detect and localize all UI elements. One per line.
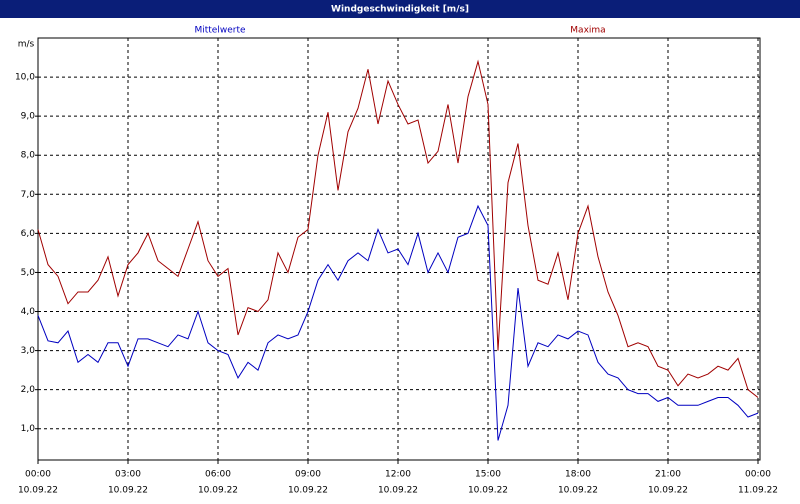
data-line [37, 204, 759, 441]
x-tick-label: 00:00 [25, 470, 51, 480]
title-bar [0, 0, 800, 18]
y-axis-label: m/s [18, 40, 35, 50]
x-tick-label: 00:00 [745, 470, 771, 480]
y-tick-label: 5,0 [21, 268, 36, 278]
y-tick-label: 7,0 [21, 190, 36, 200]
legend-label: Maxima [570, 26, 605, 36]
x-tick-label: 06:00 [205, 470, 231, 480]
y-tick-label: 6,0 [21, 229, 36, 239]
x-tick-date: 10.09.22 [198, 486, 238, 496]
chart-title: Windgeschwindigkeit [m/s] [331, 5, 469, 15]
x-tick-date: 10.09.22 [108, 486, 148, 496]
x-tick-date: 10.09.22 [558, 486, 598, 496]
x-tick-date: 10.09.22 [378, 486, 418, 496]
x-tick-label: 18:00 [565, 470, 591, 480]
x-tick-date: 10.09.22 [468, 486, 508, 496]
x-tick-date: 11.09.22 [738, 486, 778, 496]
x-tick-label: 21:00 [655, 470, 681, 480]
x-tick-label: 03:00 [115, 470, 141, 480]
x-tick-label: 15:00 [475, 470, 501, 480]
x-tick-date: 10.09.22 [288, 486, 328, 496]
legend-label: Mittelwerte [194, 26, 245, 36]
y-tick-label: 8,0 [21, 151, 36, 161]
x-tick-date: 10.09.22 [648, 486, 688, 496]
lines [37, 59, 759, 441]
y-tick-label: 2,0 [21, 385, 36, 395]
y-tick-label: 4,0 [21, 307, 36, 317]
x-tick-label: 09:00 [295, 470, 321, 480]
x-tick-label: 12:00 [385, 470, 411, 480]
x-tick-date: 10.09.22 [18, 486, 58, 496]
y-tick-label: 1,0 [21, 424, 36, 434]
y-tick-label: 3,0 [21, 346, 36, 356]
data-line [37, 59, 759, 398]
y-tick-label: 10,0 [15, 73, 35, 83]
y-tick-label: 9,0 [21, 112, 36, 122]
grid [37, 38, 760, 460]
